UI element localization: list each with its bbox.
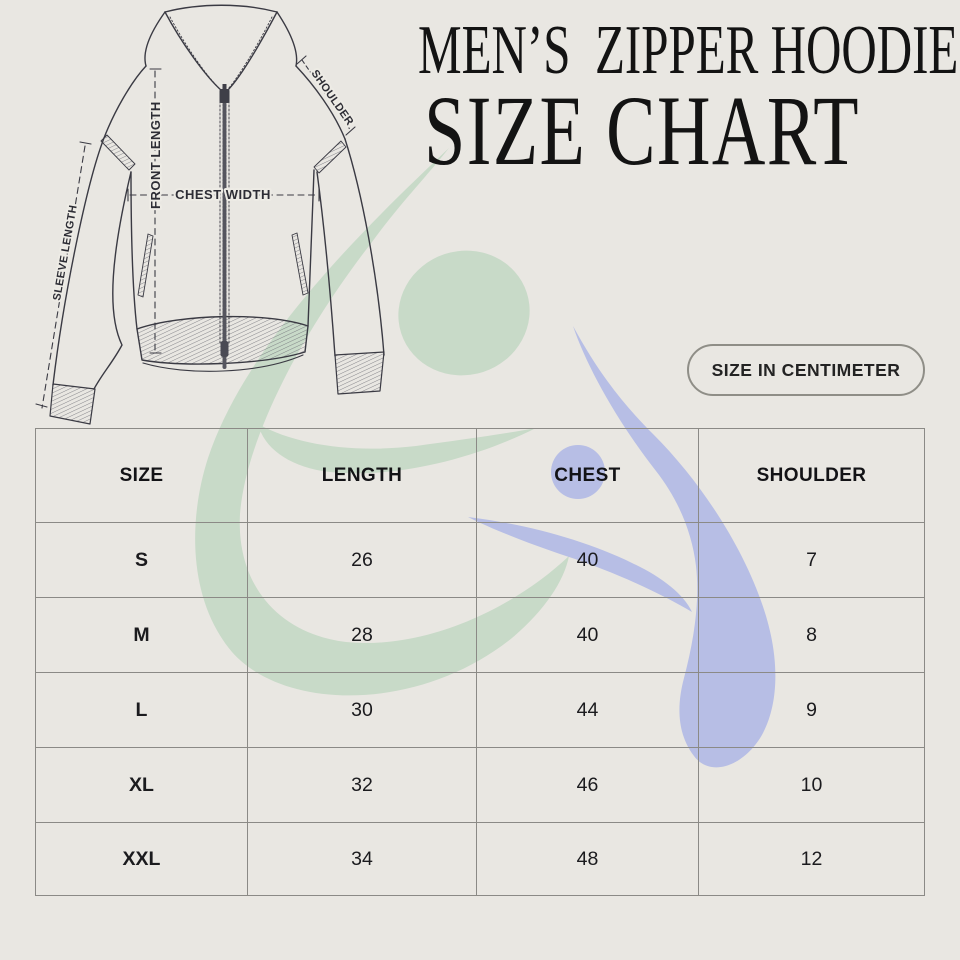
sleeve-length-ticks	[35, 141, 92, 408]
shoulder-value-cell: 10	[699, 748, 924, 823]
front-length-label: FRONT LENGTH	[148, 101, 163, 209]
column-header-shoulder: SHOULDER	[699, 429, 924, 523]
hood-seam-left	[169, 16, 221, 90]
column-header-size: SIZE	[36, 429, 248, 523]
chest-width-ticks	[127, 188, 320, 202]
hood-left-outline	[144, 11, 166, 67]
shoulder-value-cell: 12	[800, 847, 823, 870]
front-length-ticks	[149, 68, 162, 354]
length-value-cell: 26	[248, 523, 477, 598]
sleeve-length-label: SLEEVE LENGTH	[51, 204, 80, 302]
size-label-cell: XL	[36, 748, 248, 823]
size-label-cell: L	[36, 673, 248, 748]
right-cuff-rib	[334, 351, 385, 395]
hood-right-outline	[276, 11, 298, 67]
chest-width-label: CHEST WIDTH	[175, 187, 271, 202]
column-header-length: LENGTH	[248, 429, 477, 523]
hood-back-edge	[164, 4, 278, 13]
hoodie-measurement-diagram: FRONT LENGTH CHEST WIDTH SLEEVE LENGTH S…	[35, 4, 385, 425]
length-value-cell: 28	[248, 598, 477, 673]
unit-badge-label: SIZE IN CENTIMETER	[711, 359, 901, 380]
watermark-blue-arm	[468, 517, 692, 612]
right-sleeve-inner	[316, 171, 336, 357]
chest-value-cell: 44	[477, 673, 699, 748]
left-cuff-rib	[49, 383, 96, 425]
watermark-green-dot	[398, 250, 530, 376]
size-label-cell: S	[36, 523, 248, 598]
length-value-cell: 32	[248, 748, 477, 823]
watermark-green-crescent	[195, 148, 569, 696]
left-armhole-seam	[100, 134, 136, 171]
right-sleeve-outer	[344, 138, 385, 356]
hood-opening-right	[226, 11, 278, 92]
watermark-blue-head	[551, 445, 605, 499]
size-label-cell: XXL	[36, 823, 248, 895]
chest-value-cell: 40	[477, 598, 699, 673]
body-right-seam	[307, 169, 315, 327]
watermark-green-inner-swoosh	[258, 424, 536, 474]
length-value-cell: 34	[248, 823, 477, 895]
left-sleeve-inner	[93, 171, 132, 390]
hood-seam-right	[227, 16, 273, 90]
page-subtitle: SIZE CHART	[424, 75, 860, 186]
shoulder-line	[301, 59, 352, 132]
chest-value-cell: 40	[477, 523, 699, 598]
unit-badge: SIZE IN CENTIMETER	[687, 344, 925, 396]
chest-value-cell: 46	[477, 748, 699, 823]
zipper-bottom-pull	[220, 341, 229, 357]
chest-value-cell: 48	[477, 823, 699, 895]
page-title: MEN’S ZIPPER HOODIES	[418, 12, 960, 89]
left-sleeve-outer	[52, 137, 105, 386]
size-label-cell: M	[36, 598, 248, 673]
column-header-chest: CHEST	[477, 429, 699, 523]
right-pocket-slit	[291, 232, 309, 296]
body-left-seam	[130, 171, 138, 330]
shoulder-seam-left	[103, 65, 147, 139]
length-value-cell: 30	[248, 673, 477, 748]
hem-lower-edge	[142, 354, 304, 372]
right-armhole-seam	[313, 140, 347, 174]
zipper-slider-top	[222, 84, 227, 90]
zipper-slider	[219, 89, 230, 103]
watermark-figure	[195, 148, 776, 768]
shoulder-label: SHOULDER	[309, 68, 356, 128]
size-table: SIZE LENGTH CHEST SHOULDER S 26 40 7 M 2…	[35, 428, 925, 896]
sleeve-length-line	[41, 145, 86, 409]
watermark-blue-body	[573, 326, 776, 768]
left-pocket-slit	[137, 233, 154, 298]
shoulder-value-cell: 8	[699, 598, 924, 673]
shoulder-seam-right	[295, 65, 346, 140]
shoulder-ticks	[296, 55, 356, 136]
shoulder-value-cell: 7	[699, 523, 924, 598]
shoulder-value-cell: 9	[699, 673, 924, 748]
